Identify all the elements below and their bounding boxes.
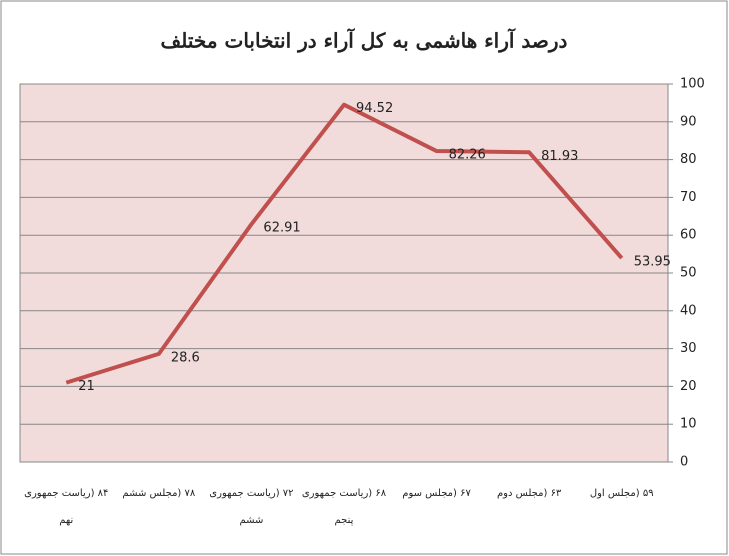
data-line: [65, 102, 624, 385]
chart-title: درصد آراء هاشمی به کل آراء در انتخابات م…: [161, 28, 568, 54]
data-label: 62.91: [263, 221, 300, 236]
x-tick-label: ۵۹ (مجلس اول: [589, 488, 654, 499]
y-tick-label: 10: [680, 417, 697, 432]
data-label: 53.95: [634, 255, 671, 270]
y-tick-label: 30: [680, 341, 697, 356]
x-tick-label: ۶۳ (مجلس دوم: [496, 488, 562, 499]
y-tick-label: 100: [680, 77, 705, 92]
y-tick-label: 40: [680, 303, 697, 318]
y-tick-label: 90: [680, 114, 697, 129]
x-tick-label: ۶۸ (ریاست جمهوری پنجم: [301, 488, 387, 526]
y-tick-label: 80: [680, 152, 697, 167]
y-tick-label: 50: [680, 266, 697, 281]
y-tick-label: 20: [680, 379, 697, 394]
y-tick-label: 70: [680, 190, 697, 205]
x-tick-label: ۷۲ (ریاست جمهوری ششم: [209, 488, 294, 526]
x-tick-label: ۶۷ (مجلس سوم: [402, 488, 471, 499]
x-tick-label: ۷۸ (مجلس ششم: [122, 488, 196, 499]
data-label: 21: [78, 379, 95, 394]
y-tick-label: 0: [680, 455, 688, 470]
data-label: 81.93: [541, 149, 578, 164]
data-label: 94.52: [356, 101, 393, 116]
x-tick-label: ۸۴ (ریاست جمهوری نهم: [24, 488, 109, 526]
data-label: 28.6: [171, 350, 200, 365]
y-tick-label: 60: [680, 228, 697, 243]
data-label: 82.26: [449, 148, 486, 163]
